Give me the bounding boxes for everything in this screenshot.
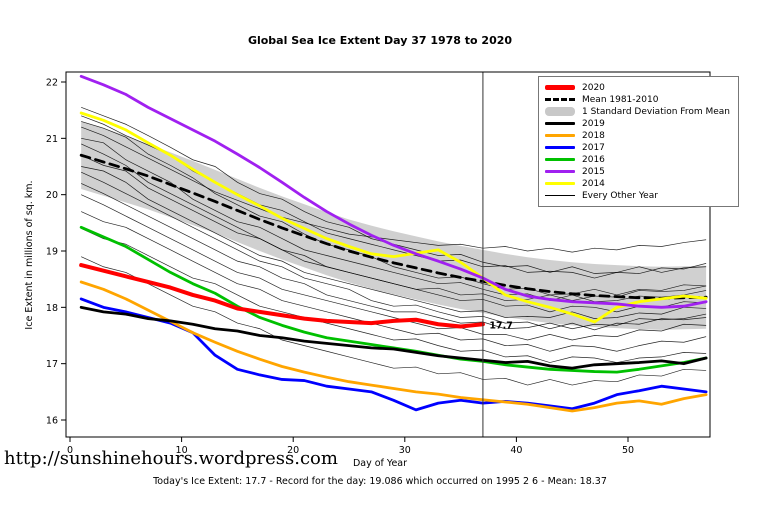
other-year-line — [81, 121, 707, 296]
legend-label: Every Other Year — [582, 190, 658, 201]
legend-item: 1 Standard Deviation From Mean — [545, 106, 730, 117]
std-dev-band — [81, 121, 707, 330]
legend-item: 2019 — [545, 118, 730, 129]
footer-caption: Today's Ice Extent: 17.7 - Record for th… — [153, 476, 607, 487]
x-axis-label: Day of Year — [352, 458, 408, 469]
x-tick-label: 0 — [67, 445, 73, 456]
legend-item: 2018 — [545, 130, 730, 141]
legend-label: 2014 — [582, 178, 605, 189]
legend-swatch-thick — [545, 146, 575, 149]
other-year-line — [81, 194, 707, 341]
x-tick-label: 10 — [176, 445, 188, 456]
legend-swatch-thin — [545, 195, 575, 196]
legend-swatch-xthick — [545, 85, 575, 90]
website-link[interactable]: http://sunshinehours.wordpress.com — [4, 448, 338, 469]
legend-label: Mean 1981-2010 — [582, 94, 659, 105]
y-axis-label: Ice Extent in millions of sq. km. — [24, 180, 35, 330]
legend-item: 2015 — [545, 166, 730, 177]
other-year-line — [81, 183, 707, 330]
y-tick-label: 17 — [46, 359, 58, 370]
legend-swatch-dashed — [545, 98, 575, 101]
legend-item: Every Other Year — [545, 190, 730, 201]
legend: 2020 Mean 1981-2010 1 Standard Deviation F… — [538, 76, 739, 207]
x-tick-label: 50 — [622, 445, 634, 456]
series-2020 — [79, 263, 485, 329]
series-2019 — [79, 305, 708, 370]
legend-label: 2020 — [582, 82, 605, 93]
y-tick-label: 16 — [46, 416, 58, 427]
y-tick-label: 22 — [46, 78, 58, 89]
legend-swatch-band — [545, 107, 575, 116]
legend-label: 2015 — [582, 166, 605, 177]
legend-item: Mean 1981-2010 — [545, 94, 730, 105]
legend-label: 2016 — [582, 154, 605, 165]
other-year-line — [81, 211, 707, 352]
legend-swatch-thick — [545, 158, 575, 161]
legend-item: 2016 — [545, 154, 730, 165]
other-year-line — [81, 228, 707, 363]
x-tick-label: 30 — [399, 445, 411, 456]
legend-item: 2020 — [545, 82, 730, 93]
y-tick-label: 20 — [46, 190, 58, 201]
x-tick-label: 20 — [287, 445, 299, 456]
legend-swatch-thick — [545, 182, 575, 185]
other-year-line — [81, 171, 707, 331]
other-year-line — [81, 256, 707, 386]
y-tick-label: 21 — [46, 134, 58, 145]
chart-title: Global Sea Ice Extent Day 37 1978 to 202… — [247, 34, 513, 47]
series-2014 — [79, 111, 708, 324]
series-2018 — [79, 280, 708, 413]
current-value-annotation: 17.7 — [489, 320, 512, 331]
legend-label: 2018 — [582, 130, 605, 141]
legend-swatch-thick — [545, 170, 575, 173]
y-tick-label: 18 — [46, 303, 58, 314]
legend-swatch-thick — [545, 122, 575, 125]
legend-label: 2017 — [582, 142, 605, 153]
legend-label: 2019 — [582, 118, 605, 129]
legend-item: 2017 — [545, 142, 730, 153]
y-tick-label: 19 — [46, 247, 58, 258]
legend-label: 1 Standard Deviation From Mean — [582, 106, 730, 117]
legend-swatch-thick — [545, 134, 575, 137]
series-2015 — [79, 74, 708, 309]
legend-item: 2014 — [545, 178, 730, 189]
plot-border — [65, 71, 711, 438]
series-mean-1981-2010 — [79, 153, 708, 300]
other-year-line — [81, 126, 707, 253]
other-year-line — [81, 137, 707, 303]
x-tick-label: 40 — [510, 445, 522, 456]
